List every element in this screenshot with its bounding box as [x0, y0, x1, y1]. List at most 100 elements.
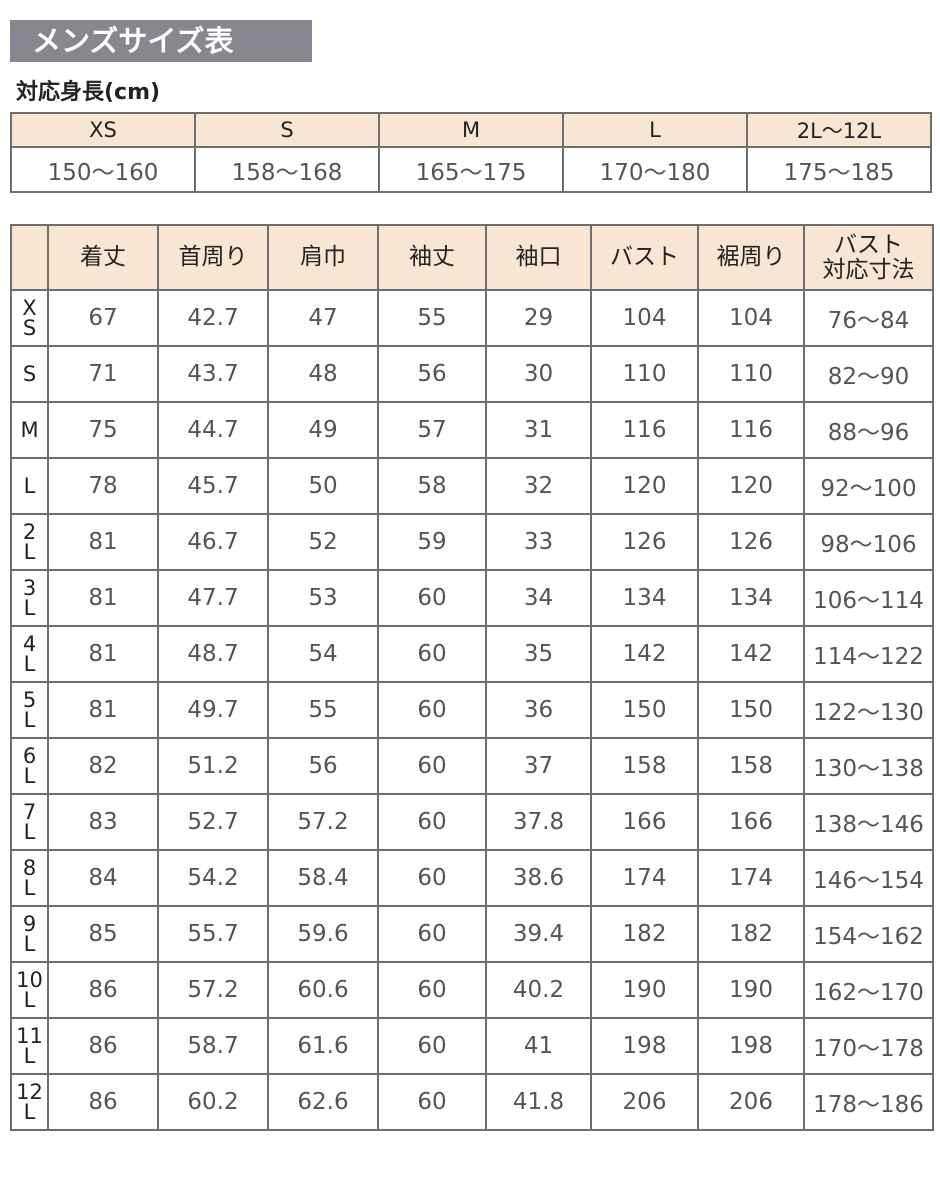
table-row: M 75 44.7 49 57 31 116 116 88〜96 — [10, 401, 934, 459]
measurement-cell: 76〜84 — [803, 289, 934, 347]
height-table: XS S M L 2L〜12L 150〜160 158〜168 165〜175 170〜180… — [10, 112, 932, 193]
measurement-cell: 88〜96 — [803, 401, 934, 459]
size-label: 5L — [22, 688, 37, 732]
measurement-cell: 60 — [377, 1073, 487, 1131]
table-row: 2L 81 46.7 52 59 33 126 126 98〜106 — [10, 513, 934, 571]
size-label-cell: 8L — [10, 849, 49, 907]
measurement-cell: 60 — [377, 961, 487, 1019]
size-label: 12L — [16, 1080, 43, 1124]
measurement-cell: 55 — [267, 681, 379, 739]
measurement-cell: 47 — [267, 289, 379, 347]
height-size-header: XS — [10, 112, 196, 148]
measurement-cell: 56 — [267, 737, 379, 795]
height-section-label: 対応身長(cm) — [16, 80, 161, 105]
measurement-cell: 59 — [377, 513, 487, 571]
measurement-cell: 190 — [590, 961, 699, 1019]
measurement-cell: 55.7 — [157, 905, 269, 963]
column-header: 袖口 — [485, 224, 592, 291]
measurement-cell: 33 — [485, 513, 592, 571]
measurement-cell: 82 — [47, 737, 159, 795]
measurement-cell: 39.4 — [485, 905, 592, 963]
page-title: メンズサイズ表 — [10, 20, 312, 62]
measurement-cell: 60 — [377, 905, 487, 963]
measurement-cell: 85 — [47, 905, 159, 963]
column-header: 裾周り — [697, 224, 805, 291]
measurement-cell: 142 — [697, 625, 805, 683]
measurement-cell: 182 — [697, 905, 805, 963]
size-label-cell: 9L — [10, 905, 49, 963]
size-label: 11L — [16, 1024, 43, 1068]
size-label-cell: M — [10, 401, 49, 459]
measurement-cell: 48.7 — [157, 625, 269, 683]
size-label-cell: 12L — [10, 1073, 49, 1131]
measurement-cell: 81 — [47, 569, 159, 627]
measurement-cell: 30 — [485, 345, 592, 403]
measurement-cell: 42.7 — [157, 289, 269, 347]
size-label-cell: XS — [10, 289, 49, 347]
size-label: 10L — [16, 968, 43, 1012]
measurement-cell: 45.7 — [157, 457, 269, 515]
size-label-cell: 11L — [10, 1017, 49, 1075]
measurement-cell: 75 — [47, 401, 159, 459]
height-range-cell: 175〜185 — [746, 146, 932, 193]
measurement-cell: 58.7 — [157, 1017, 269, 1075]
size-label: 7L — [22, 800, 37, 844]
measurement-cell: 41 — [485, 1017, 592, 1075]
measurement-cell: 126 — [697, 513, 805, 571]
measurement-cell: 60 — [377, 849, 487, 907]
measurement-cell: 71 — [47, 345, 159, 403]
measurement-cell: 106〜114 — [803, 569, 934, 627]
measurement-cell: 46.7 — [157, 513, 269, 571]
measurement-cell: 166 — [590, 793, 699, 851]
table-row: 11L 86 58.7 61.6 60 41 198 198 170〜178 — [10, 1017, 934, 1075]
size-label: 8L — [22, 856, 37, 900]
measurement-cell: 56 — [377, 345, 487, 403]
height-range-row: 150〜160 158〜168 165〜175 170〜180 175〜185 — [10, 146, 932, 193]
measurement-cell: 43.7 — [157, 345, 269, 403]
measurement-cell: 104 — [590, 289, 699, 347]
measurement-cell: 138〜146 — [803, 793, 934, 851]
height-size-header: L — [562, 112, 748, 148]
measurement-cell: 58.4 — [267, 849, 379, 907]
measurement-cell: 198 — [697, 1017, 805, 1075]
measurement-cell: 53 — [267, 569, 379, 627]
measurement-cell: 92〜100 — [803, 457, 934, 515]
column-header — [10, 224, 49, 291]
measurement-cell: 51.2 — [157, 737, 269, 795]
height-size-header: S — [194, 112, 380, 148]
measurement-cell: 32 — [485, 457, 592, 515]
column-header: バスト 対応寸法 — [803, 224, 934, 291]
measurement-cell: 58 — [377, 457, 487, 515]
table-row: 8L 84 54.2 58.4 60 38.6 174 174 146〜154 — [10, 849, 934, 907]
size-label-cell: L — [10, 457, 49, 515]
measurement-cell: 52 — [267, 513, 379, 571]
table-row: 7L 83 52.7 57.2 60 37.8 166 166 138〜146 — [10, 793, 934, 851]
size-label: 2L — [22, 520, 37, 564]
measurement-cell: 60 — [377, 625, 487, 683]
measurement-cell: 29 — [485, 289, 592, 347]
measurement-cell: 81 — [47, 513, 159, 571]
measurement-cell: 122〜130 — [803, 681, 934, 739]
height-header-row: XS S M L 2L〜12L — [10, 112, 932, 148]
measurement-cell: 60 — [377, 569, 487, 627]
measurement-cell: 37.8 — [485, 793, 592, 851]
measurement-cell: 182 — [590, 905, 699, 963]
measurement-cell: 38.6 — [485, 849, 592, 907]
measurement-cell: 130〜138 — [803, 737, 934, 795]
size-label: S — [22, 362, 37, 386]
size-table: 着丈 首周り 肩巾 袖丈 袖口 バスト 裾周り バスト 対応寸法 XS 67 42.7 47 55 29… — [10, 224, 934, 1131]
measurement-cell: 116 — [590, 401, 699, 459]
measurement-cell: 67 — [47, 289, 159, 347]
size-label-cell: 5L — [10, 681, 49, 739]
measurement-cell: 57.2 — [157, 961, 269, 1019]
measurement-cell: 60 — [377, 793, 487, 851]
size-label: L — [23, 474, 36, 498]
height-range-cell: 158〜168 — [194, 146, 380, 193]
measurement-cell: 98〜106 — [803, 513, 934, 571]
measurement-cell: 84 — [47, 849, 159, 907]
measurement-cell: 36 — [485, 681, 592, 739]
column-header: バスト — [590, 224, 699, 291]
measurement-cell: 166 — [697, 793, 805, 851]
measurement-cell: 114〜122 — [803, 625, 934, 683]
size-label: XS — [22, 296, 37, 340]
